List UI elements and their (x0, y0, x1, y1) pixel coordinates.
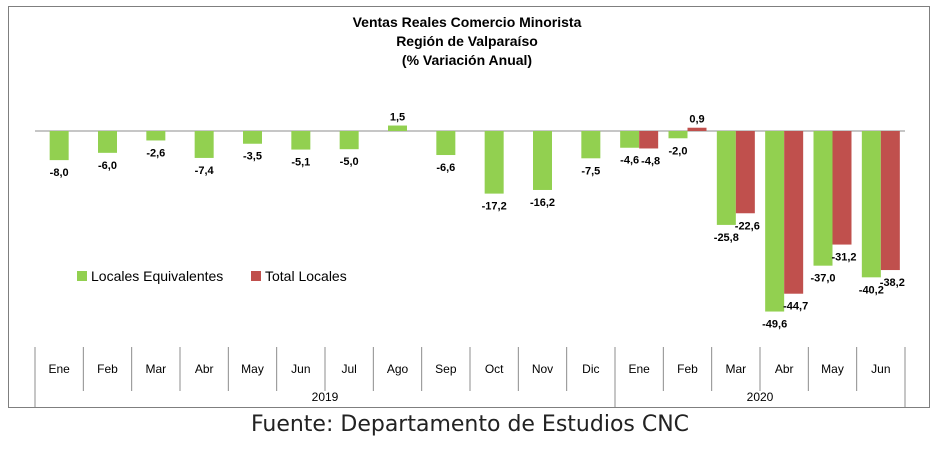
bar-locales-equivalentes-15 (765, 131, 785, 312)
year-label: 2019 (312, 390, 339, 404)
data-label: -7,5 (581, 165, 600, 177)
category-label: Abr (775, 362, 794, 376)
category-label: Nov (532, 362, 553, 376)
category-label: Jun (291, 362, 310, 376)
bar-locales-equivalentes-17 (861, 131, 881, 278)
data-label: -2,0 (669, 145, 688, 157)
bar-locales-equivalentes-5 (291, 131, 311, 150)
bar-locales-equivalentes-6 (339, 131, 359, 150)
bar-locales-equivalentes-4 (243, 131, 262, 144)
category-label: Jun (871, 362, 890, 376)
bar-total-locales-17 (880, 131, 900, 271)
data-label: -44,7 (783, 301, 808, 313)
legend-label: Total Locales (265, 268, 347, 284)
category-label: May (241, 362, 264, 376)
bar-locales-equivalentes-10 (533, 131, 552, 190)
data-label: -4,6 (620, 155, 639, 167)
bar-locales-equivalentes-12 (620, 131, 640, 148)
year-label: 2020 (747, 390, 774, 404)
category-label: Dic (582, 362, 599, 376)
category-label: May (821, 362, 844, 376)
data-label: -8,0 (50, 167, 69, 179)
category-label: Feb (677, 362, 698, 376)
chart-title-line: (% Variación Anual) (402, 52, 532, 68)
data-label: -7,4 (195, 165, 215, 177)
data-label: -5,1 (291, 157, 310, 169)
source-note: Fuente: Departamento de Estudios CNC (250, 412, 690, 437)
category-label: Sep (435, 362, 457, 376)
bar-total-locales-12 (639, 131, 659, 149)
category-label: Ene (628, 362, 650, 376)
category-label: Ago (387, 362, 409, 376)
data-label: -37,0 (810, 273, 835, 285)
legend-swatch-0 (77, 271, 87, 281)
data-label: -16,2 (530, 197, 555, 209)
chart-title-line: Ventas Reales Comercio Minorista (353, 14, 582, 30)
chart-frame: Ventas Reales Comercio Minorista Región d… (8, 6, 930, 408)
bar-locales-equivalentes-7 (388, 125, 407, 131)
data-label: -5,0 (340, 156, 359, 168)
bar-locales-equivalentes-1 (98, 131, 117, 153)
bar-locales-equivalentes-2 (146, 131, 166, 141)
bar-locales-equivalentes-9 (484, 131, 504, 194)
bar-locales-equivalentes-8 (436, 131, 456, 156)
data-label: 1,5 (390, 112, 405, 124)
category-label: Ene (48, 362, 70, 376)
data-label: -25,8 (714, 232, 739, 244)
data-label: 0,9 (689, 114, 704, 126)
bar-chart: Ventas Reales Comercio Minorista Región d… (34, 14, 906, 407)
bar-locales-equivalentes-11 (581, 131, 601, 159)
bar-locales-equivalentes-14 (716, 131, 736, 225)
category-label: Mar (725, 362, 746, 376)
data-label: -6,0 (98, 160, 117, 172)
bar-total-locales-16 (832, 131, 852, 245)
category-label: Mar (145, 362, 166, 376)
category-label: Abr (195, 362, 214, 376)
data-label: -6,6 (436, 162, 455, 174)
bar-total-locales-15 (784, 131, 804, 294)
bar-total-locales-13 (687, 127, 707, 131)
data-label: -2,6 (146, 147, 165, 159)
bar-locales-equivalentes-16 (813, 131, 833, 266)
data-label: -49,6 (762, 319, 787, 331)
category-label: Oct (485, 362, 504, 376)
legend-label: Locales Equivalentes (91, 268, 223, 284)
bar-locales-equivalentes-3 (194, 131, 214, 158)
chart-title-line: Región de Valparaíso (396, 33, 538, 49)
bar-locales-equivalentes-0 (49, 131, 69, 161)
legend-swatch-1 (251, 271, 261, 281)
data-label: -22,6 (735, 220, 760, 232)
data-label: -38,2 (880, 277, 905, 289)
data-label: -40,2 (859, 284, 884, 296)
bar-locales-equivalentes-13 (668, 131, 688, 139)
data-label: -4,8 (641, 155, 660, 167)
data-label: -31,2 (831, 252, 856, 264)
data-label: -17,2 (482, 201, 507, 213)
bar-total-locales-14 (735, 131, 755, 214)
category-label: Jul (341, 362, 356, 376)
data-label: -3,5 (243, 151, 262, 163)
category-label: Feb (97, 362, 118, 376)
